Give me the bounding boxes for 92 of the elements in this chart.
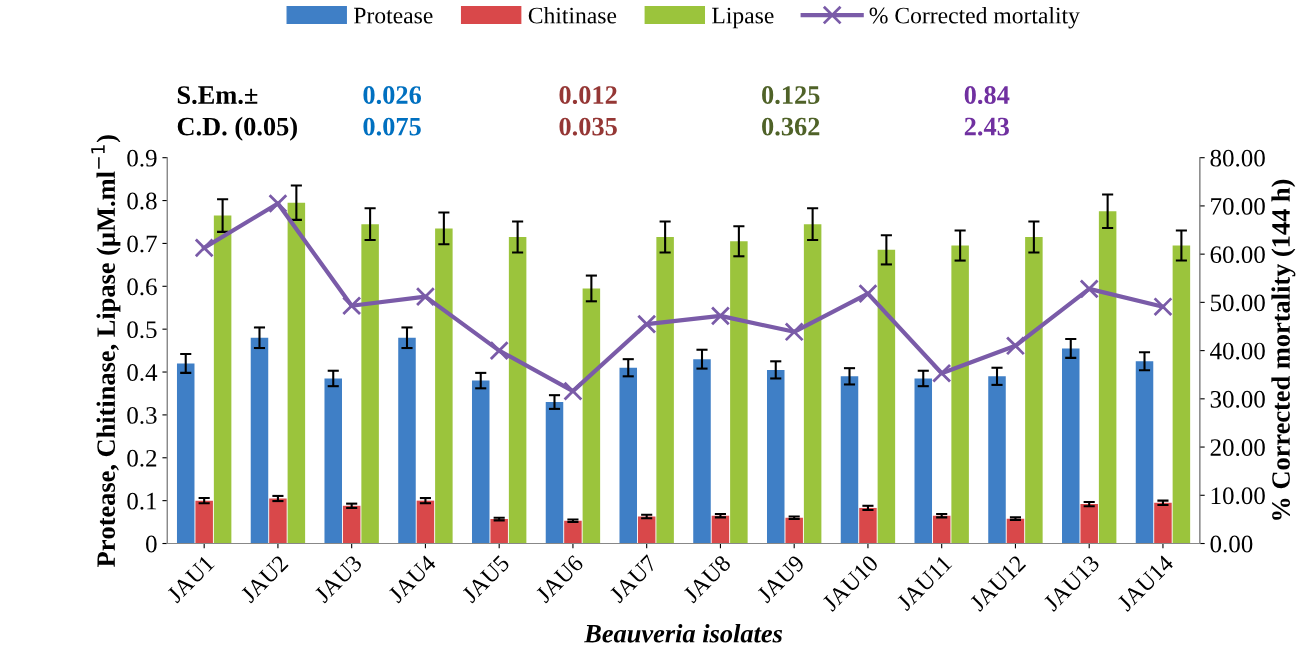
bar	[951, 245, 969, 544]
bar	[803, 224, 822, 544]
y-axis-title: Protease, Chitinase, Lipase (µM.ml$^{−1}$)	[91, 135, 121, 567]
bar	[545, 402, 564, 544]
bar	[564, 520, 582, 544]
bar	[1098, 211, 1117, 544]
bar	[1062, 348, 1080, 544]
bar	[1172, 245, 1191, 544]
bar	[213, 215, 232, 544]
bar	[932, 515, 951, 544]
y-tick-label: 0.2	[127, 449, 157, 467]
text: 0.362	[762, 117, 820, 136]
bar	[471, 380, 490, 544]
bar	[342, 505, 361, 544]
bar	[250, 337, 269, 544]
bar	[859, 507, 877, 544]
point	[784, 322, 804, 342]
text: 0.84	[964, 86, 1010, 105]
legend-label: Protease	[354, 7, 433, 24]
bar	[269, 498, 287, 544]
y2-tick-label: 10.00	[1211, 487, 1265, 505]
text: 0.035	[559, 117, 617, 136]
bar	[287, 202, 306, 544]
bar	[766, 369, 785, 544]
text: 0.026	[363, 86, 422, 105]
text: 0.125	[762, 86, 820, 105]
bar	[988, 376, 1006, 544]
point	[858, 283, 878, 304]
bar	[416, 500, 435, 544]
point	[931, 363, 952, 383]
y-tick-label: 0.6	[127, 278, 157, 296]
y2-tick-label: 40.00	[1210, 342, 1265, 360]
point	[710, 306, 731, 326]
text: S.Em.±	[177, 86, 258, 105]
point	[268, 193, 288, 214]
y2-tick-label: 80.00	[1210, 149, 1265, 167]
y2-tick-label: 60.00	[1210, 246, 1265, 264]
point	[489, 340, 509, 361]
bar	[1006, 518, 1025, 544]
y-tick-label: 0.1	[127, 492, 157, 510]
bar	[435, 228, 453, 544]
bar	[693, 359, 711, 544]
bar	[195, 500, 213, 544]
bar	[711, 515, 730, 544]
y2-tick-label: 30.00	[1210, 390, 1265, 408]
y-tick-label: 0.8	[127, 192, 157, 210]
bar	[840, 376, 859, 544]
bar	[914, 378, 933, 544]
text: 0.012	[559, 86, 617, 105]
legend-label: Chitinase	[528, 6, 617, 24]
bar	[398, 337, 416, 544]
y-tick-label: 0.3	[127, 406, 157, 424]
bar	[1025, 236, 1043, 544]
point	[1005, 336, 1026, 356]
point	[194, 238, 214, 258]
legend-label: % Corrected mortality	[869, 6, 1080, 29]
y-tick-label: 0.9	[127, 149, 157, 167]
text: 2.43	[964, 117, 1009, 136]
point	[1079, 279, 1099, 299]
bar	[656, 236, 674, 544]
bar	[785, 517, 803, 544]
y-tick-label: 0.4	[127, 364, 158, 382]
bar	[877, 249, 896, 544]
bar	[1135, 361, 1154, 544]
y-tick-label: 0	[146, 535, 157, 553]
point	[415, 286, 436, 307]
bar	[1080, 504, 1098, 544]
text: 0.075	[363, 117, 421, 136]
bar	[490, 519, 508, 544]
point	[1153, 296, 1173, 317]
point	[636, 314, 657, 334]
bar	[582, 288, 601, 544]
bar	[324, 378, 342, 544]
y2-tick-label: 70.00	[1211, 197, 1265, 215]
y2-axis-title: % Corrected mortality (144 h)	[1271, 179, 1296, 520]
bar	[176, 363, 195, 544]
bar	[730, 241, 748, 544]
y2-tick-label: 20.00	[1210, 439, 1265, 457]
x-axis-title: Beauveria isolates	[583, 624, 783, 643]
point	[563, 381, 583, 401]
y2-tick-label: 50.00	[1211, 294, 1265, 312]
bar	[1154, 502, 1172, 544]
text: C.D. (0.05)	[177, 116, 297, 141]
bar	[508, 236, 527, 544]
bar	[619, 367, 637, 544]
point	[341, 296, 362, 316]
y-tick-label: 0.5	[127, 321, 157, 339]
bar	[637, 516, 656, 544]
y-tick-label: 0.7	[127, 235, 157, 253]
bar	[361, 224, 379, 544]
legend-label: Lipase	[712, 7, 774, 29]
y2-tick-label: 0.00	[1210, 535, 1253, 553]
